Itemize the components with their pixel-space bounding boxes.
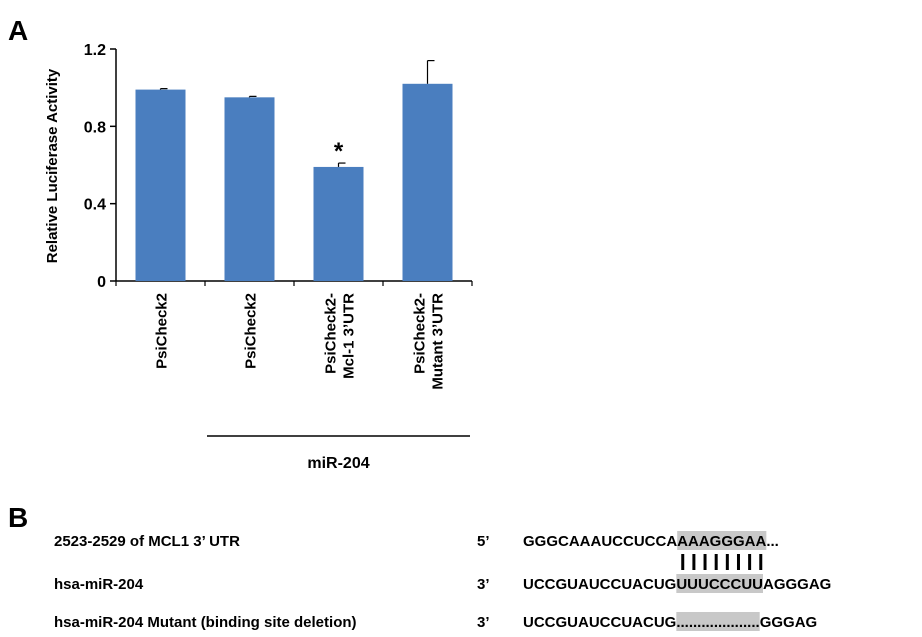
panel-b-letter: B (8, 502, 28, 533)
panel-a-letter: A (8, 15, 28, 46)
base-pair-line (692, 554, 696, 570)
base-pair-line (748, 554, 752, 570)
base-pair-line (736, 554, 740, 570)
y-tick-label: 1.2 (84, 42, 106, 59)
bar (313, 166, 364, 281)
category-label: PsiCheck2- (323, 293, 340, 374)
base-pair-line (681, 554, 685, 570)
bars: * (135, 59, 453, 281)
y-axis-title: Relative Luciferase Activity (44, 68, 61, 263)
group-label: miR-204 (307, 455, 369, 472)
base-pair-line (759, 554, 763, 570)
base-pair-line (725, 554, 729, 570)
y-tick-label: 0 (97, 274, 106, 291)
sequence-name: hsa-miR-204 Mutant (binding site deletio… (54, 614, 357, 631)
sequence-name: hsa-miR-204 (54, 576, 144, 593)
binding-site-highlight (676, 612, 760, 631)
category-labels: PsiCheck2 PsiCheck2 PsiCheck2- Mcl-1 3’UTR P… (115, 281, 473, 390)
category-label: Mcl-1 3’UTR (341, 293, 358, 379)
sequence-name: 2523-2529 of MCL1 3’ UTR (54, 533, 240, 550)
category-label: PsiCheck2 (243, 293, 260, 369)
bar (402, 83, 453, 281)
significance-marker: * (334, 138, 344, 165)
strand-end: 3’ (477, 614, 490, 631)
strand-end: 5’ (477, 533, 490, 550)
sequence-alignment: 2523-2529 of MCL1 3’ UTR 5’ GGGCAAAUCCUCCA… (54, 531, 831, 631)
strand-end: 3’ (477, 576, 490, 593)
y-tick-label: 0.8 (84, 119, 106, 136)
binding-site-highlight (677, 531, 767, 550)
binding-site-highlight (676, 574, 763, 593)
bar (135, 89, 186, 281)
sequence-text: UCCGUAUCCUACUGUUUCCCUUAGGGAG (523, 576, 831, 593)
base-pair-line (714, 554, 718, 570)
y-tick-label: 0.4 (84, 197, 106, 214)
base-pair-line (703, 554, 707, 570)
bar-chart: 0 0.4 0.8 1.2 * PsiCheck2 PsiCheck2 PsiCheck2… (44, 42, 473, 472)
sequence-text: UCCGUAUCCUACUG....................GGGAG (523, 614, 817, 631)
sequence-text: GGGCAAAUCCUCCAAAAGGGAA... (523, 533, 779, 550)
category-label: Mutant 3’UTR (430, 293, 447, 390)
category-label: PsiCheck2- (412, 293, 429, 374)
bar (224, 97, 275, 281)
category-label: PsiCheck2 (154, 293, 171, 369)
